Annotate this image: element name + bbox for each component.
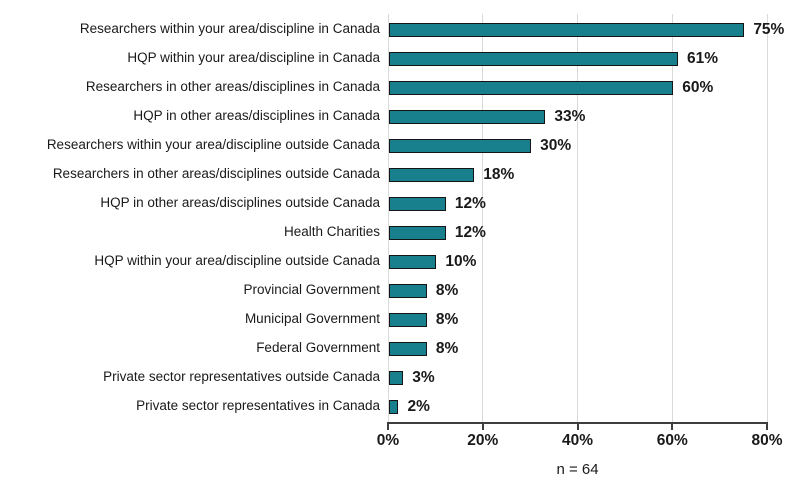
gridline — [577, 14, 578, 422]
bar-track: 10% — [389, 253, 768, 271]
bar — [389, 80, 674, 95]
bar-track: 75% — [389, 21, 784, 39]
bar-value-label: 75% — [753, 20, 785, 38]
category-label: Municipal Government — [244, 311, 380, 327]
bar-value-label: 2% — [407, 397, 430, 415]
bar — [389, 225, 446, 240]
bar-value-label: 8% — [435, 310, 459, 328]
category-label: HQP in other areas/disciplines in Canada — [133, 108, 380, 124]
category-label: Researchers in other areas/disciplines o… — [52, 166, 380, 182]
bar-track: 33% — [389, 108, 768, 126]
bar-track: 12% — [389, 224, 768, 242]
bar-rows: Researchers within your area/discipline … — [0, 15, 800, 421]
bar-track: 18% — [389, 166, 768, 184]
axis-tick-label: 0% — [376, 432, 400, 449]
bar — [389, 341, 427, 356]
bar-value-label: 10% — [445, 252, 477, 270]
bar — [389, 109, 546, 124]
bar — [389, 370, 404, 385]
bar-value-label: 12% — [454, 194, 486, 212]
category-label: Federal Government — [256, 340, 380, 356]
bar-row: Health Charities 12% — [0, 218, 800, 247]
bar-track: 30% — [389, 137, 768, 155]
bar-row: Provincial Government 8% — [0, 276, 800, 305]
bar-row: HQP in other areas/disciplines outside C… — [0, 189, 800, 218]
bar-row: Researchers within your area/discipline … — [0, 131, 800, 160]
bar-track: 8% — [389, 340, 768, 358]
bar-row: Municipal Government 8% — [0, 305, 800, 334]
bar-track: 8% — [389, 282, 768, 300]
bar-row: HQP within your area/discipline outside … — [0, 247, 800, 276]
bar-track: 3% — [389, 369, 768, 387]
category-label: Health Charities — [283, 224, 380, 240]
bar — [389, 138, 532, 153]
bar-row: Researchers in other areas/disciplines i… — [0, 73, 800, 102]
bar-value-label: 30% — [540, 136, 572, 154]
bar — [389, 22, 745, 37]
bar-track: 12% — [389, 195, 768, 213]
bar — [389, 167, 475, 182]
axis-tick — [387, 424, 389, 430]
bar-track: 60% — [389, 79, 768, 97]
axis-tick — [671, 424, 674, 430]
category-label: Researchers in other areas/disciplines i… — [85, 79, 380, 95]
bar-value-label: 12% — [454, 223, 486, 241]
bar-value-label: 8% — [435, 281, 459, 299]
gridline — [671, 14, 673, 422]
category-label: Researchers within your area/discipline … — [79, 21, 380, 37]
bar-row: HQP within your area/discipline in Canad… — [0, 44, 800, 73]
category-label: HQP in other areas/disciplines outside C… — [100, 195, 380, 211]
bar-row: Private sector representatives outside C… — [0, 363, 800, 392]
bar — [389, 196, 446, 211]
bar-row: Researchers in other areas/disciplines o… — [0, 160, 800, 189]
category-label: Provincial Government — [243, 282, 380, 298]
bar-value-label: 60% — [682, 78, 714, 96]
bar-track: 2% — [389, 398, 768, 416]
category-label: Private sector representatives in Canada — [136, 398, 380, 414]
bar — [389, 51, 678, 66]
bar-row: HQP in other areas/disciplines in Canada… — [0, 102, 800, 131]
x-axis-line — [387, 422, 768, 424]
bar — [389, 399, 399, 414]
bar-value-label: 3% — [412, 368, 435, 386]
bar-row: Researchers within your area/discipline … — [0, 15, 800, 44]
bar-value-label: 8% — [435, 339, 459, 357]
bar — [389, 312, 427, 327]
sample-size-note: n = 64 — [556, 461, 599, 478]
axis-tick — [766, 424, 768, 430]
bar-value-label: 33% — [554, 107, 586, 125]
bar-value-label: 61% — [686, 49, 719, 67]
category-label: HQP within your area/discipline in Canad… — [127, 50, 380, 66]
bar-track: 61% — [389, 50, 768, 68]
bar-row: Private sector representatives in Canada… — [0, 392, 800, 421]
gridline-layer — [387, 14, 768, 422]
axis-tick — [576, 424, 579, 430]
axis-tick-label: 60% — [656, 432, 688, 449]
x-axis-tick-labels: 0% 20% 40% 60% 80% — [377, 432, 783, 452]
bar — [389, 283, 427, 298]
axis-tick-label: 80% — [751, 432, 783, 449]
axis-tick-label: 40% — [561, 432, 594, 449]
x-axis-ticks — [387, 424, 768, 430]
bar-value-label: 18% — [483, 165, 515, 183]
gridline — [387, 14, 389, 422]
gridline — [766, 14, 768, 422]
gridline — [482, 14, 484, 422]
bar-track: 8% — [389, 311, 768, 329]
axis-tick — [481, 424, 484, 430]
category-label: Private sector representatives outside C… — [103, 369, 380, 385]
bar — [389, 254, 437, 269]
bar-row: Federal Government 8% — [0, 334, 800, 363]
axis-tick-label: 20% — [467, 432, 499, 449]
category-label: Researchers within your area/discipline … — [46, 137, 380, 153]
category-label: HQP within your area/discipline outside … — [94, 253, 380, 269]
